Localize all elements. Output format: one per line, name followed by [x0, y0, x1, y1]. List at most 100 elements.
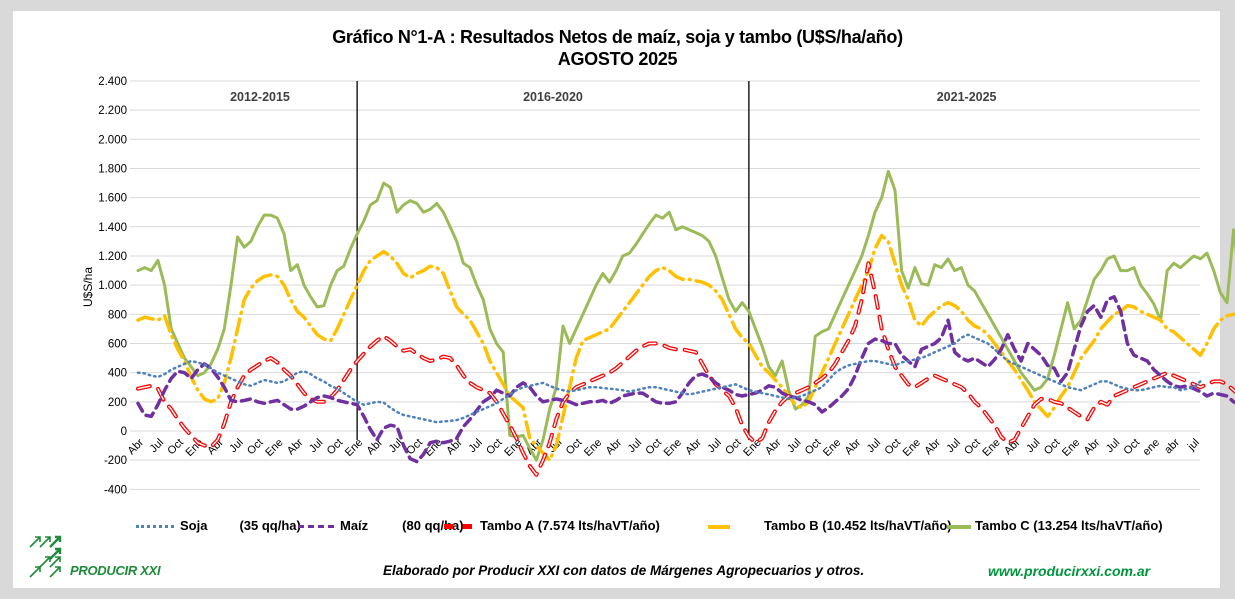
x-tick-label: Oct [165, 437, 186, 458]
legend-swatch-tambo-a [442, 524, 474, 530]
footer-url[interactable]: www.producirxxi.com.ar [988, 563, 1151, 579]
y-tick-label: 0 [121, 426, 127, 438]
x-tick-label: Jul [307, 437, 325, 455]
x-tick-label: Abr [683, 436, 704, 457]
x-tick-label: Oct [484, 437, 505, 458]
x-tick-label: Ene [423, 437, 445, 459]
x-tick-label: Ene [582, 437, 604, 459]
series-line-tambo-a-inner [137, 262, 1235, 476]
producir-xxi-logo: PRODUCIR XXI [28, 533, 178, 579]
y-tick-label: 1.400 [98, 222, 127, 234]
x-tick-label: Ene [343, 437, 365, 459]
series-line-soja [136, 333, 1202, 424]
y-tick-label: 600 [108, 338, 127, 350]
x-tick-label: Jul [865, 437, 883, 455]
legend-item-tambo-c: Tambo C (13.254 lts/haVT/año) [947, 514, 1163, 538]
legend-label: Soja [180, 518, 208, 533]
legend-swatch-tambo-b [708, 524, 730, 529]
legend-item-tambo-b: Tambo B (10.452 lts/haVT/año) [708, 514, 952, 538]
series-line-tambo-a [136, 261, 1235, 477]
y-tick-label: 2.400 [98, 76, 127, 88]
logo-text: PRODUCIR XXI [70, 563, 161, 578]
legend-swatch-maiz [298, 525, 334, 529]
legend-label: Tambo A [480, 518, 535, 533]
legend-item-soja: Soja (35 qq/ha) [136, 514, 301, 538]
x-tick-label: Oct [882, 437, 903, 458]
series-line-tambo-c [136, 169, 1235, 462]
legend-detail: (35 qq/ha) [239, 518, 301, 533]
x-tick-label: Oct [1042, 437, 1063, 458]
footer-credit: Elaborado por Producir XXI con datos de … [383, 563, 865, 578]
x-tick-label: Oct [245, 437, 266, 458]
period-label: 2012-2015 [230, 90, 290, 104]
legend-detail: (13.254 lts/haVT/año) [1033, 518, 1163, 533]
legend-item-maiz: Maíz (80 qq/ha) [298, 514, 464, 538]
legend-label: Maíz [340, 518, 369, 533]
legend: Soja (35 qq/ha) Maíz (80 qq/ha) Tambo A (7… [0, 514, 1235, 538]
legend-detail: (7.574 lts/haVT/año) [537, 518, 660, 533]
series-line-maiz [136, 295, 1235, 464]
y-tick-label: -200 [104, 455, 127, 467]
x-tick-label: Abr [444, 436, 465, 457]
x-tick-label: jul [1185, 437, 1202, 454]
x-tick-label: Ene [1060, 437, 1082, 459]
x-tick-label: Jul [466, 437, 484, 455]
y-tick-label: 1.600 [98, 193, 127, 205]
x-tick-label: Oct [803, 437, 824, 458]
x-tick-label: Jul [705, 437, 723, 455]
x-tick-label: Jul [785, 437, 803, 455]
y-tick-label: 1.000 [98, 280, 127, 292]
legend-detail: (80 qq/ha) [402, 518, 464, 533]
chart-panel [13, 11, 1220, 588]
legend-swatch-tambo-c [947, 524, 971, 529]
legend-swatch-soja [136, 525, 174, 529]
x-tick-label: Ene [821, 437, 843, 459]
legend-label: Tambo C [975, 518, 1030, 533]
x-tick-label: Jul [1024, 437, 1042, 455]
x-tick-label: Jul [227, 437, 245, 455]
y-tick-label: 1.200 [98, 251, 127, 263]
period-label: 2016-2020 [523, 90, 583, 104]
y-axis-label: U$S/ha [81, 267, 95, 307]
x-tick-label: ene [1141, 437, 1162, 458]
x-tick-label: Jul [1104, 437, 1122, 455]
x-tick-label: Abr [843, 436, 864, 457]
x-tick-label: Oct [643, 437, 664, 458]
x-tick-label: Abr [763, 436, 784, 457]
x-tick-label: Jul [626, 437, 644, 455]
x-tick-label: Abr [1082, 436, 1103, 457]
x-tick-label: Jul [944, 437, 962, 455]
y-tick-label: 2.000 [98, 134, 127, 146]
x-tick-label: Abr [604, 436, 625, 457]
x-tick-label: Oct [564, 437, 585, 458]
series-line-tambo-b [136, 233, 1235, 462]
x-tick-label: Abr [922, 436, 943, 457]
x-tick-label: Oct [325, 437, 346, 458]
x-tick-label: Oct [723, 437, 744, 458]
y-tick-label: 2.200 [98, 105, 127, 117]
chart-title: Gráfico N°1-A : Resultados Netos de maíz… [332, 27, 903, 47]
x-tick-label: Oct [1122, 437, 1143, 458]
x-tick-label: Ene [901, 437, 923, 459]
arrows-icon [29, 535, 62, 578]
x-tick-label: Ene [263, 437, 285, 459]
x-tick-label: Ene [662, 437, 684, 459]
y-tick-label: 1.800 [98, 163, 127, 175]
x-tick-label: Oct [962, 437, 983, 458]
y-tick-label: 200 [108, 397, 127, 409]
chart-subtitle: AGOSTO 2025 [557, 49, 678, 69]
x-tick-label: Abr [365, 436, 386, 457]
x-tick-label: Abr [126, 436, 147, 457]
legend-detail: (10.452 lts/haVT/año) [822, 518, 952, 533]
x-tick-label: abr [1162, 436, 1182, 456]
y-tick-label: 400 [108, 368, 127, 380]
period-label: 2021-2025 [937, 90, 997, 104]
legend-label: Tambo B [764, 518, 819, 533]
x-tick-label: Abr [285, 436, 306, 457]
x-tick-label: Jul [148, 437, 166, 455]
y-tick-label: 800 [108, 309, 127, 321]
y-tick-label: -400 [104, 484, 127, 496]
x-tick-label: Ene [980, 437, 1002, 459]
legend-item-tambo-a: Tambo A (7.574 lts/haVT/año) [442, 514, 660, 538]
